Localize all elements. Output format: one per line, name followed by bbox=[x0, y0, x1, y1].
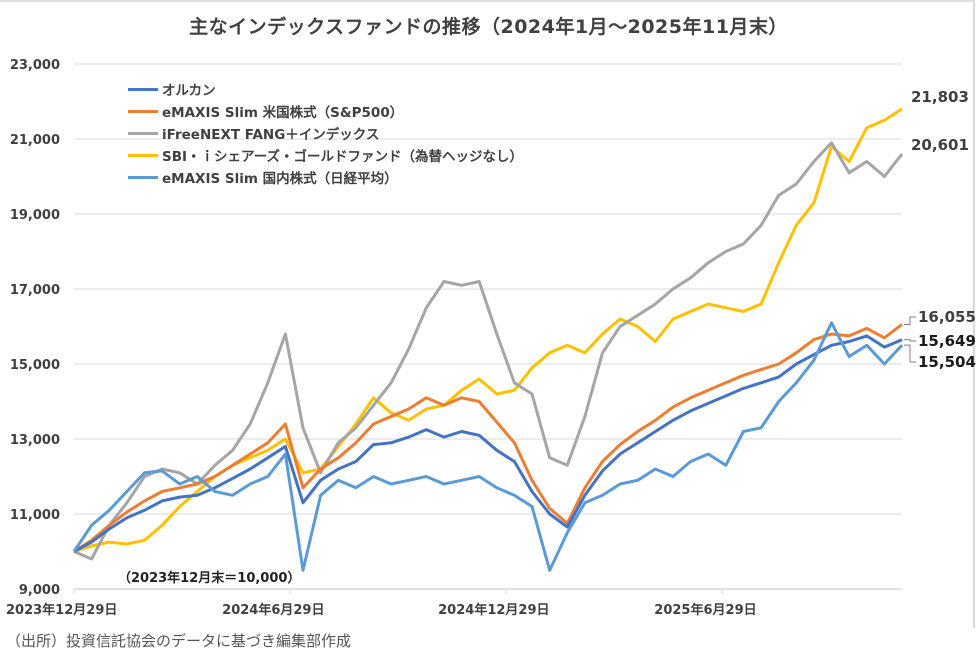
end-value-label: 15,504 bbox=[918, 353, 976, 371]
legend-swatch-nikkei bbox=[128, 175, 158, 179]
legend-item: eMAXIS Slim 国内株式（日経平均） bbox=[128, 166, 523, 188]
legend-label: SBI・ｉシェアーズ・ゴールドファンド（為替ヘッジなし） bbox=[162, 149, 524, 165]
legend-swatch-fang bbox=[128, 131, 158, 135]
y-tick-label: 17,000 bbox=[10, 283, 60, 298]
legend-item: eMAXIS Slim 米国株式（S&P500） bbox=[128, 100, 523, 122]
series-line-2 bbox=[73, 141, 904, 561]
legend-item: iFreeNEXT FANG＋インデックス bbox=[128, 122, 523, 144]
x-axis: 2023年12月29日 2024年6月29日 2024年12月29日 2025年6月2… bbox=[6, 588, 902, 618]
legend-item: オルカン bbox=[128, 78, 523, 100]
legend-label: オルカン bbox=[162, 83, 216, 99]
series-lines bbox=[72, 107, 904, 572]
y-axis: 23,000 21,000 19,000 17,000 15,000 13,000 11,0… bbox=[10, 58, 60, 598]
x-tick-label: 2024年6月29日 bbox=[222, 602, 324, 618]
x-tick-label: 2023年12月29日 bbox=[6, 602, 117, 618]
baseline-annotation: （2023年12月末＝10,000） bbox=[118, 570, 300, 586]
legend-label: eMAXIS Slim 国内株式（日経平均） bbox=[162, 171, 398, 187]
series-line-1 bbox=[73, 323, 903, 553]
y-tick-label: 11,000 bbox=[10, 508, 60, 523]
gridlines bbox=[74, 63, 902, 515]
end-value-label: 20,601 bbox=[911, 136, 969, 154]
end-value-label: 16,055 bbox=[918, 308, 976, 326]
end-labels: 21,803 20,601 16,055 15,649 15,504 bbox=[904, 88, 976, 371]
chart-title: 主なインデックスファンドの推移（2024年1月～2025年11月末） bbox=[189, 16, 788, 38]
y-tick-label: 13,000 bbox=[10, 433, 60, 448]
legend-swatch-gold bbox=[128, 153, 158, 157]
series-line-0 bbox=[73, 334, 903, 553]
legend-item: SBI・ｉシェアーズ・ゴールドファンド（為替ヘッジなし） bbox=[128, 144, 523, 166]
legend-swatch-orukan bbox=[128, 87, 158, 91]
y-tick-label: 9,000 bbox=[19, 583, 60, 598]
y-tick-label: 19,000 bbox=[10, 208, 60, 223]
legend-label: eMAXIS Slim 米国株式（S&P500） bbox=[162, 105, 404, 121]
legend-label: iFreeNEXT FANG＋インデックス bbox=[162, 127, 380, 143]
leader-line bbox=[904, 339, 916, 342]
series-line-4 bbox=[72, 321, 904, 572]
legend-swatch-sp500 bbox=[128, 109, 158, 113]
end-value-label: 15,649 bbox=[918, 332, 976, 350]
leader-line bbox=[904, 316, 916, 325]
y-tick-label: 15,000 bbox=[10, 358, 60, 373]
y-tick-label: 21,000 bbox=[10, 133, 60, 148]
chart-frame bbox=[0, 0, 975, 628]
source-note: （出所）投資信託協会のデータに基づき編集部作成 bbox=[6, 632, 352, 650]
leader-line bbox=[904, 344, 916, 363]
x-tick-label: 2025年6月29日 bbox=[654, 602, 756, 618]
end-value-label: 21,803 bbox=[911, 88, 969, 106]
legend: オルカン eMAXIS Slim 米国株式（S&P500） iFreeNEXT … bbox=[128, 78, 523, 188]
y-tick-label: 23,000 bbox=[10, 58, 60, 73]
x-tick-label: 2024年12月29日 bbox=[438, 602, 549, 618]
